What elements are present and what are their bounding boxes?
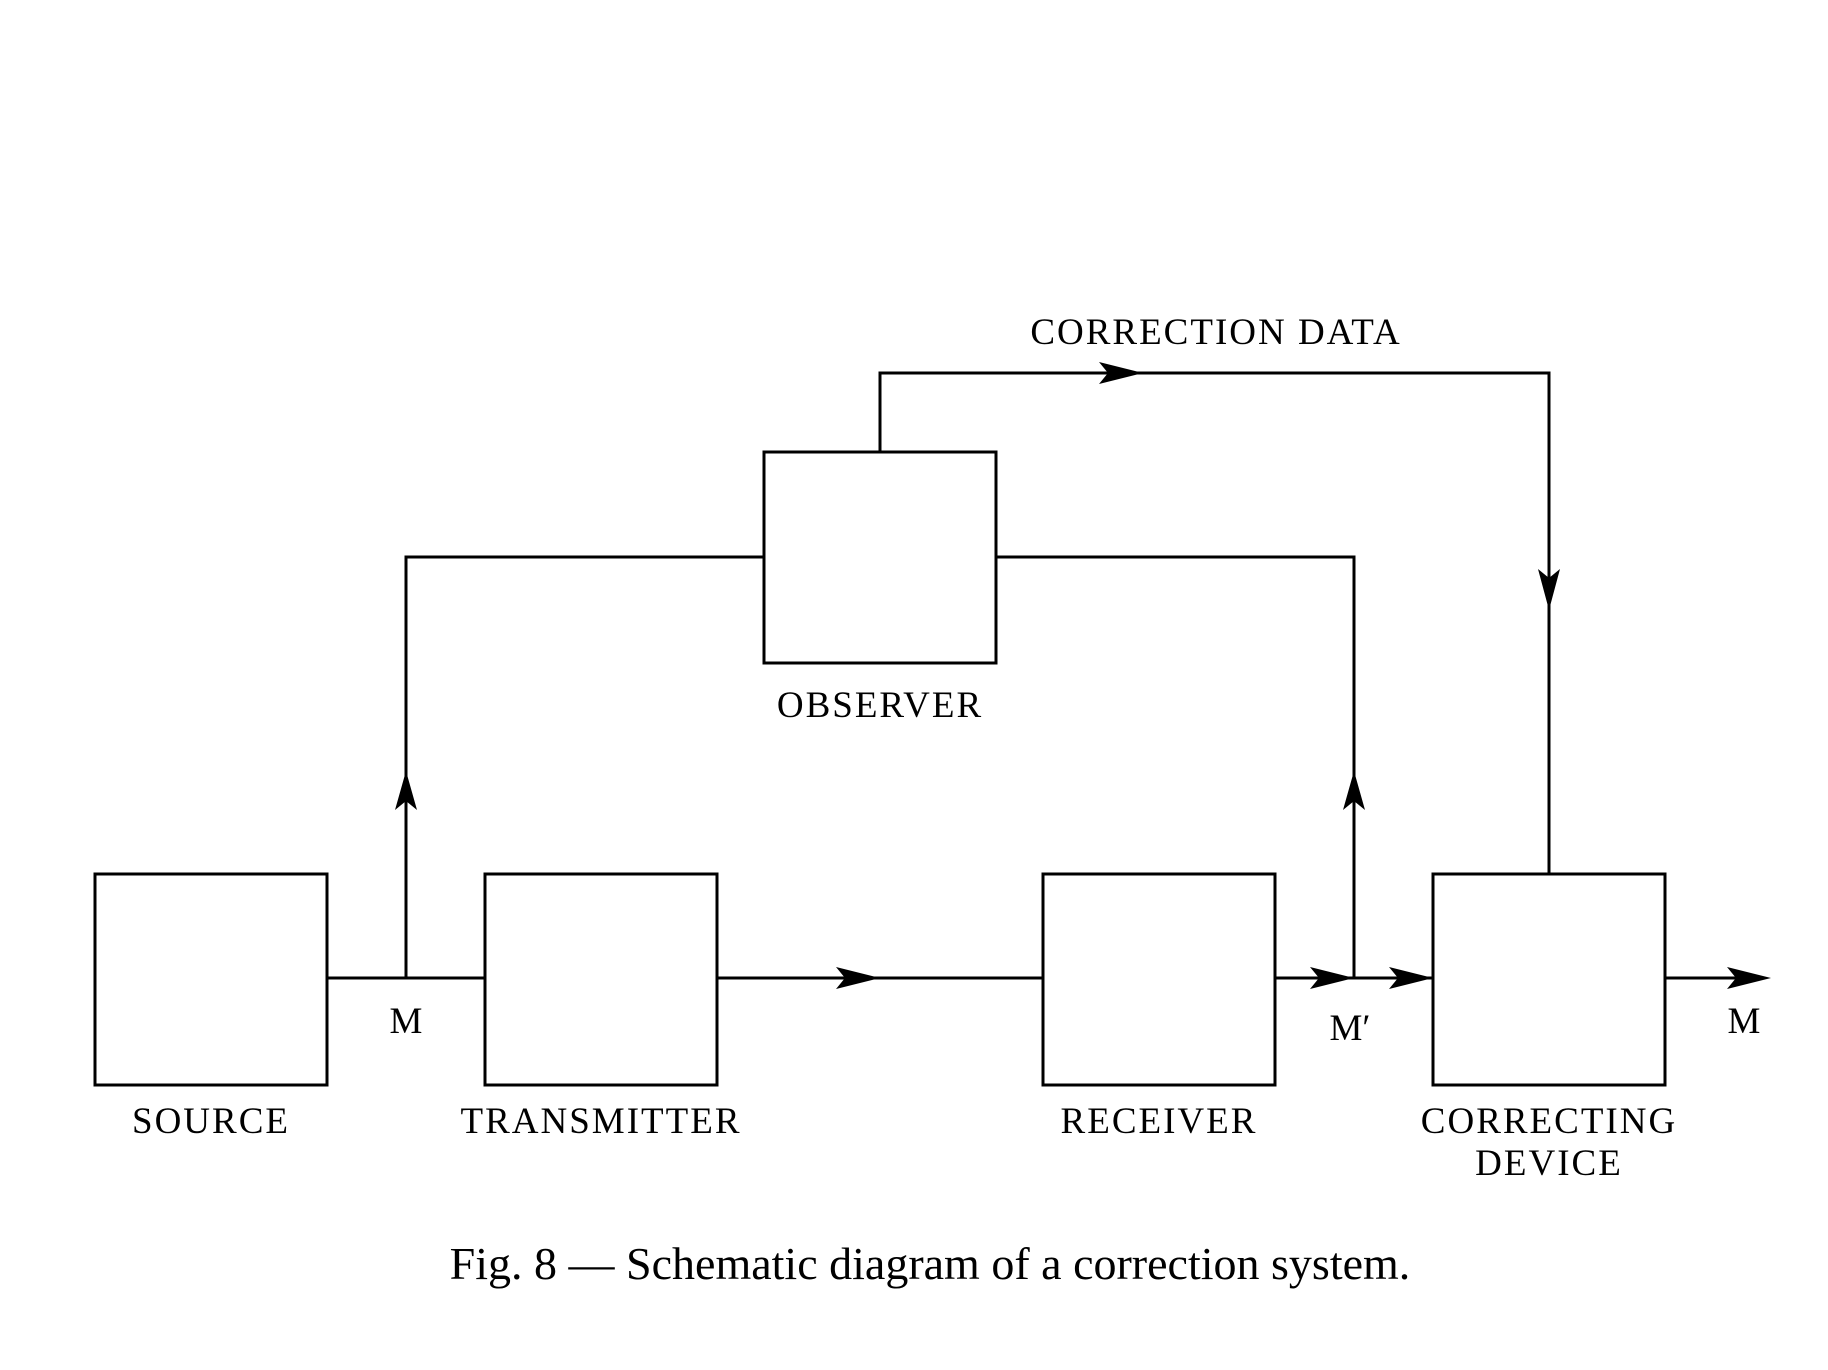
transmitter-block	[483, 872, 719, 1087]
wire-tap-message-to-observer	[404, 555, 766, 980]
wire-correction-data	[878, 371, 1551, 876]
figure-caption: Fig. 8 — Schematic diagram of a correcti…	[450, 1238, 1411, 1289]
transmitter-label: TRANSMITTER	[461, 1101, 742, 1142]
receiver-label: RECEIVER	[1061, 1101, 1258, 1142]
correcting-device-label-line2: DEVICE	[1475, 1143, 1623, 1184]
correcting-device-label-line1: CORRECTING	[1421, 1101, 1677, 1142]
correction-data-label: CORRECTION DATA	[1030, 312, 1401, 353]
wire-tap-received-to-observer	[994, 555, 1356, 980]
message-label: M	[390, 1001, 423, 1042]
arrowhead-correction-data-down	[1538, 569, 1560, 610]
observer-block	[762, 450, 998, 665]
arrowhead-output	[1727, 967, 1771, 989]
arrowhead-correction-data-right	[1099, 362, 1143, 384]
arrowhead-tap-received-up	[1343, 771, 1365, 810]
arrowhead-tap-message-up	[395, 771, 417, 810]
arrowhead-transmitter-to-receiver	[836, 967, 880, 989]
receiver-block	[1041, 872, 1277, 1087]
arrowhead-into-correcting-device	[1389, 967, 1433, 989]
source-label: SOURCE	[132, 1101, 290, 1142]
arrowhead-receiver-output	[1310, 967, 1354, 989]
observer-label: OBSERVER	[777, 685, 983, 726]
source-block	[93, 872, 329, 1087]
corrected-message-label: M	[1728, 1001, 1761, 1042]
received-message-label: M′	[1330, 1008, 1371, 1049]
correcting-device-block	[1431, 872, 1667, 1087]
